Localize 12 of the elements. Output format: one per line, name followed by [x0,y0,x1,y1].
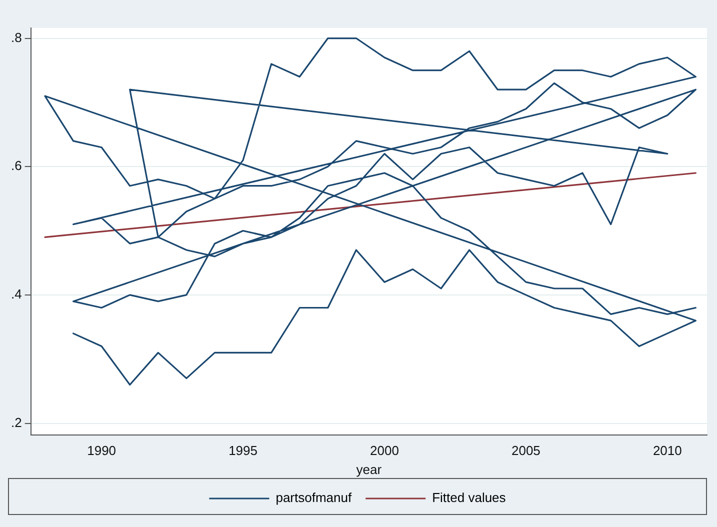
y-tick-label: .6 [11,158,22,174]
y-tick-label: .8 [11,30,22,45]
x-tick-label: 1995 [228,443,258,458]
x-tick-label: 2000 [370,443,399,458]
y-tick-label: .4 [11,286,22,302]
x-tick-label: 2005 [511,443,540,458]
y-tick-label: .2 [11,414,22,430]
x-tick-label: 2010 [652,443,682,458]
x-axis-title: year [356,462,382,477]
legend-label: Fitted values [432,490,506,506]
legend-label: partsofmanuf [276,490,352,506]
x-tick-label: 1990 [87,443,116,458]
